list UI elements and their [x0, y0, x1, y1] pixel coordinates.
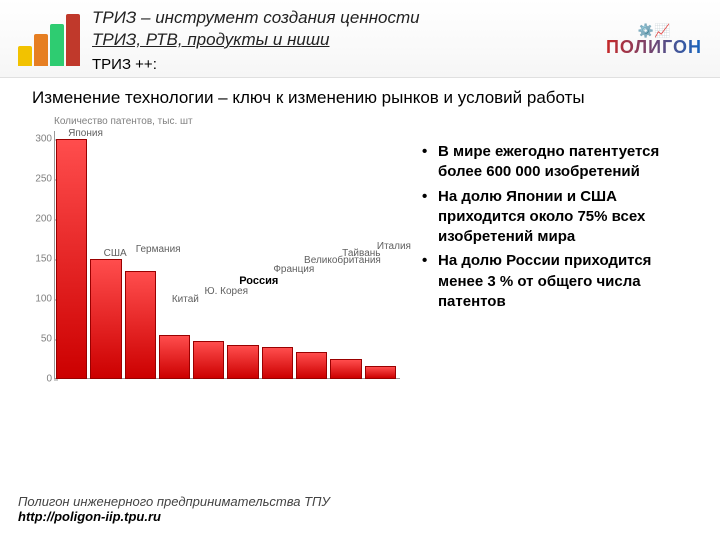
y-tick: 150 [20, 254, 52, 265]
bar-col: Ю. Корея [193, 131, 224, 379]
chart-zone: Количество патентов, тыс. шт 0 50 100 150 20… [14, 116, 414, 391]
y-tick: 300 [20, 134, 52, 145]
bar [125, 271, 156, 379]
bar-col: США [90, 131, 121, 379]
y-tick: 200 [20, 214, 52, 225]
brand-name: ПОЛИГОН [606, 37, 702, 58]
bar-col: Китай [159, 131, 190, 379]
y-tick: 100 [20, 294, 52, 305]
bar [193, 341, 224, 379]
bar-chart: 050100150200250300 ЯпонияСШАГерманияКита… [20, 131, 400, 391]
brand-icon: ⚙️📈 [606, 24, 702, 37]
bar-label: США [104, 248, 127, 259]
content: Количество патентов, тыс. шт 0 50 100 150 20… [0, 112, 720, 391]
bullet-item: На долю Японии и США приходится около 75… [422, 187, 700, 248]
chart-ylabel: Количество патентов, тыс. шт [54, 116, 414, 127]
header-line2: ТРИЗ, РТВ, продукты и ниши [92, 30, 594, 50]
y-tick: 0 [20, 374, 52, 385]
logo-bars-icon [18, 16, 80, 66]
header-text: ТРИЗ – инструмент создания ценности ТРИЗ… [92, 8, 594, 73]
footer: Полигон инженерного предпринимательства … [18, 494, 330, 524]
y-tick: 50 [20, 334, 52, 345]
bullet-item: На долю России приходится менее 3 % от о… [422, 251, 700, 312]
bullet-list: В мире ежегодно патентуется более 600 00… [422, 116, 706, 391]
y-tick: 250 [20, 174, 52, 185]
bar [330, 359, 361, 379]
footer-link[interactable]: http://poligon-iip.tpu.ru [18, 509, 330, 524]
bar-col: Тайвань [330, 131, 361, 379]
bar-col: Франция [262, 131, 293, 379]
brand-block: ⚙️📈 ПОЛИГОН [606, 24, 702, 58]
bar [296, 352, 327, 379]
bar-col: Великобритания [296, 131, 327, 379]
bar-col: Россия [227, 131, 258, 379]
subheading: Изменение технологии – ключ к изменению … [0, 78, 720, 112]
bar [227, 345, 258, 379]
bar [262, 347, 293, 379]
axis-y [54, 131, 55, 379]
bars-container: ЯпонияСШАГерманияКитайЮ. КореяРоссияФран… [56, 131, 396, 379]
bar-col: Япония [56, 131, 87, 379]
bullet-item: В мире ежегодно патентуется более 600 00… [422, 142, 700, 183]
bar [56, 139, 87, 379]
bar [365, 366, 396, 379]
bar [90, 259, 121, 379]
footer-line1: Полигон инженерного предпринимательства … [18, 494, 330, 509]
bar [159, 335, 190, 379]
header-line1: ТРИЗ – инструмент создания ценности [92, 8, 594, 28]
bar-col: Италия [365, 131, 396, 379]
bar-label: Италия [377, 241, 411, 252]
header: ТРИЗ – инструмент создания ценности ТРИЗ… [0, 0, 720, 78]
bar-col: Германия [125, 131, 156, 379]
header-subtitle: ТРИЗ ++: [92, 56, 594, 73]
